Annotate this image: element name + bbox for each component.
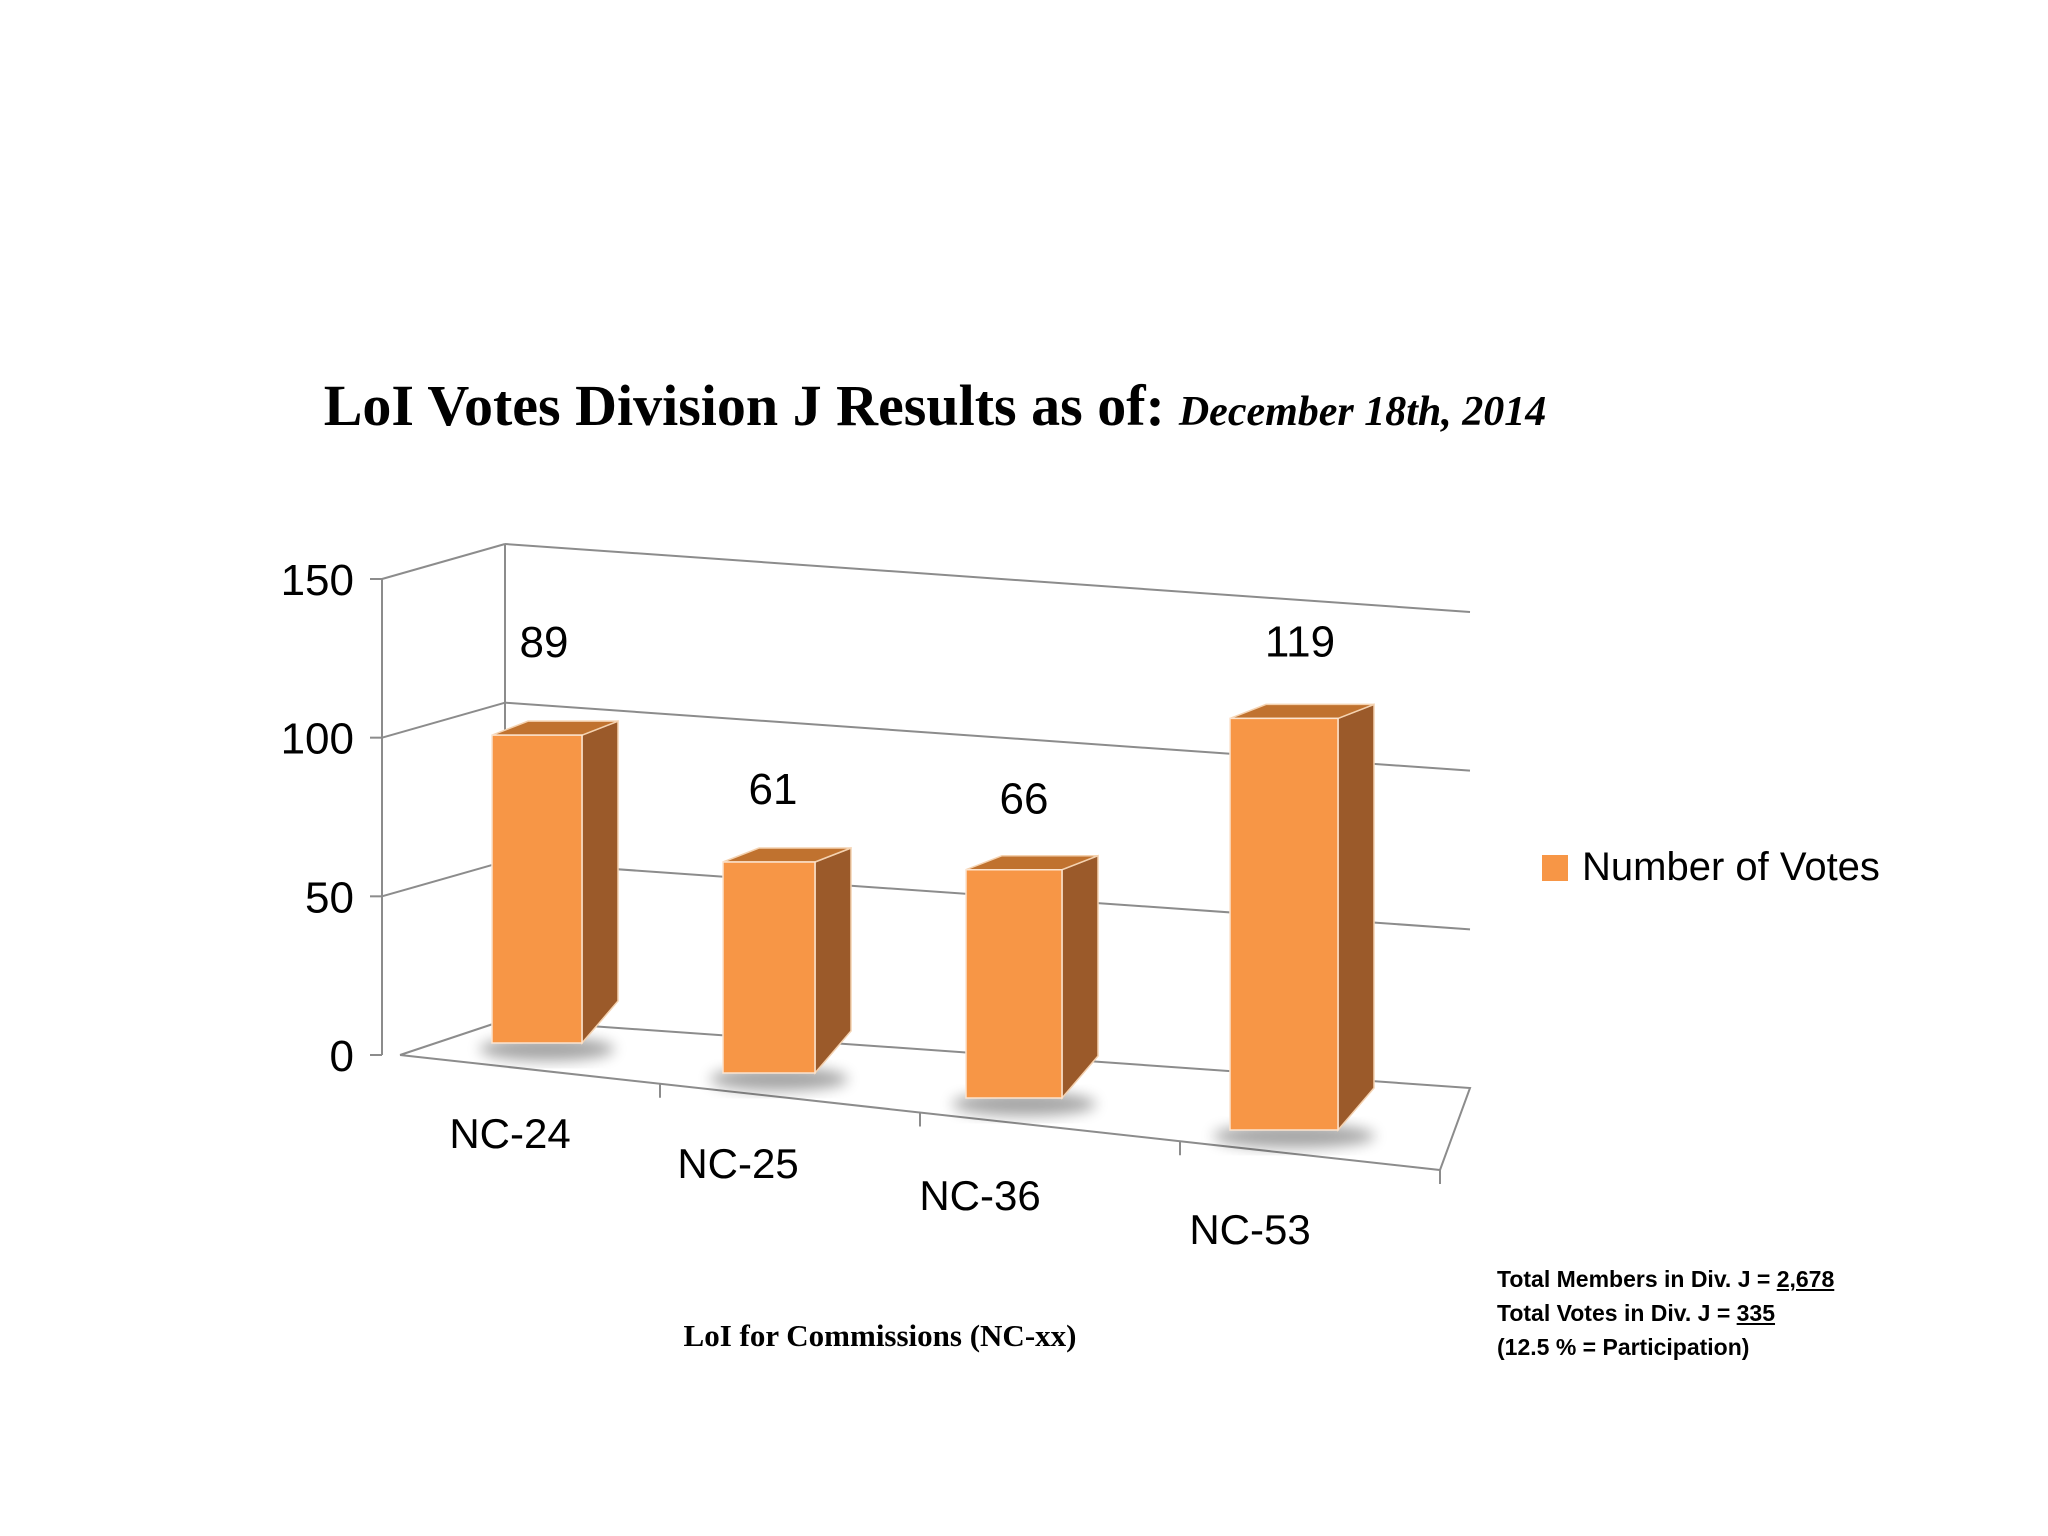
bar bbox=[965, 868, 1063, 1099]
bar bbox=[722, 861, 816, 1074]
x-axis-title: LoI for Commissions (NC-xx) bbox=[683, 1318, 1077, 1353]
y-tick-label: 0 bbox=[330, 1032, 354, 1081]
gridline-side-50 bbox=[381, 860, 506, 898]
gridline-back-150 bbox=[504, 543, 1471, 613]
y-tick-label: 100 bbox=[281, 715, 354, 764]
bar-side-face bbox=[814, 846, 852, 1076]
data-label: 119 bbox=[1265, 617, 1335, 666]
participation-line: (12.5 % = Participation) bbox=[1497, 1334, 1750, 1360]
gridline-side-150 bbox=[381, 543, 506, 580]
total-members-value: 2,678 bbox=[1776, 1266, 1835, 1292]
bar-side-face bbox=[581, 720, 619, 1046]
y-tick-label: 50 bbox=[305, 873, 354, 922]
chart-title-main: LoI Votes Division J Results as of bbox=[323, 373, 1146, 438]
x-tick-label: NC-53 bbox=[1189, 1206, 1310, 1253]
total-members-label: Total Members in Div. J = bbox=[1497, 1266, 1777, 1292]
total-members-line: Total Members in Div. J = 2,678 bbox=[1497, 1262, 1834, 1296]
x-tick-label: NC-25 bbox=[677, 1140, 798, 1187]
gridline-side-100 bbox=[381, 701, 506, 739]
totals-box: Total Members in Div. J = 2,678 Total Vo… bbox=[1497, 1262, 1834, 1364]
x-tick-label: NC-36 bbox=[919, 1172, 1040, 1219]
bar-side-face bbox=[1337, 703, 1375, 1133]
data-label: 61 bbox=[749, 765, 798, 814]
bar bbox=[491, 734, 583, 1044]
floor-left-edge bbox=[399, 1019, 506, 1056]
total-votes-line: Total Votes in Div. J = 335 bbox=[1497, 1296, 1834, 1330]
bar bbox=[1229, 717, 1339, 1131]
chart-title: LoI Votes Division J Results as of: Decem… bbox=[0, 372, 1870, 439]
chart-title-colon: : bbox=[1145, 373, 1165, 438]
legend-swatch bbox=[1542, 855, 1568, 881]
legend-label: Number of Votes bbox=[1582, 845, 1880, 889]
data-label: 89 bbox=[520, 618, 569, 667]
bar-side-face bbox=[1061, 854, 1099, 1101]
x-tick-label: NC-24 bbox=[449, 1110, 570, 1157]
data-label: 66 bbox=[1000, 775, 1049, 824]
total-votes-label: Total Votes in Div. J = bbox=[1497, 1300, 1737, 1326]
total-votes-value: 335 bbox=[1736, 1300, 1776, 1326]
chart-title-date: December 18th, 2014 bbox=[1178, 389, 1547, 435]
y-tick-label: 150 bbox=[281, 556, 354, 605]
